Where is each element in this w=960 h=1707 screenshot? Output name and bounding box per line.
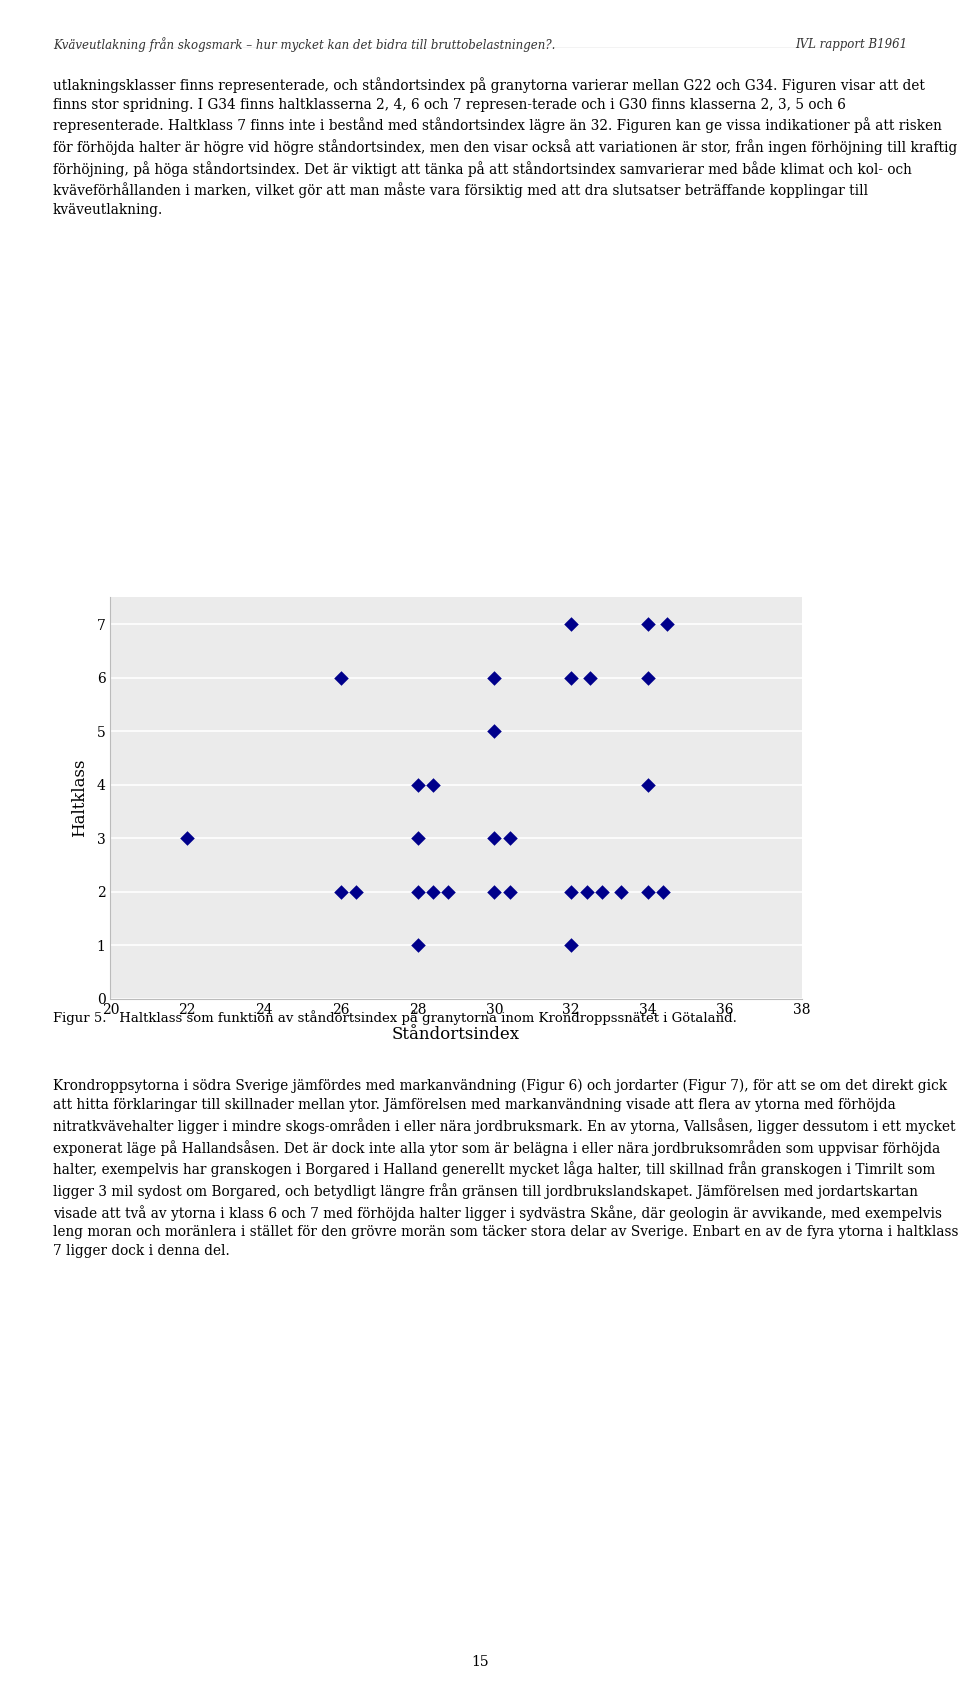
Point (441, 877, 456, 905)
Point (640, 772, 656, 799)
Point (333, 664, 348, 691)
Point (640, 664, 656, 691)
Text: Kväveutlakning från skogsmark – hur mycket kan det bidra till bruttobelastningen: Kväveutlakning från skogsmark – hur myck… (53, 38, 555, 53)
X-axis label: Ståndortsindex: Ståndortsindex (392, 1026, 520, 1043)
Point (564, 877, 579, 905)
Point (502, 824, 517, 852)
Point (410, 877, 425, 905)
Y-axis label: Haltklass: Haltklass (71, 760, 88, 836)
Point (613, 877, 629, 905)
Point (410, 824, 425, 852)
Point (425, 877, 441, 905)
Point (583, 664, 598, 691)
Point (487, 877, 502, 905)
Text: 15: 15 (471, 1656, 489, 1669)
Text: utlakningsklasser finns representerade, och ståndortsindex på granytorna variera: utlakningsklasser finns representerade, … (53, 77, 957, 217)
Point (579, 877, 594, 905)
Point (410, 772, 425, 799)
Point (487, 664, 502, 691)
Point (348, 877, 364, 905)
Point (594, 877, 610, 905)
Point (640, 877, 656, 905)
Point (487, 717, 502, 744)
Point (660, 611, 675, 638)
Text: Krondroppsytorna i södra Sverige jämfördes med markanvändning (Figur 6) och jord: Krondroppsytorna i södra Sverige jämförd… (53, 1079, 958, 1258)
Point (564, 611, 579, 638)
Point (656, 877, 671, 905)
Point (640, 611, 656, 638)
Point (180, 824, 195, 852)
Point (502, 877, 517, 905)
Point (333, 877, 348, 905)
Point (564, 664, 579, 691)
Text: IVL rapport B1961: IVL rapport B1961 (795, 38, 907, 51)
Point (410, 932, 425, 959)
Point (564, 932, 579, 959)
Point (487, 824, 502, 852)
Text: Figur 5.   Haltklass som funktion av ståndortsindex på granytorna inom Krondropp: Figur 5. Haltklass som funktion av stånd… (53, 1011, 736, 1026)
Point (425, 772, 441, 799)
